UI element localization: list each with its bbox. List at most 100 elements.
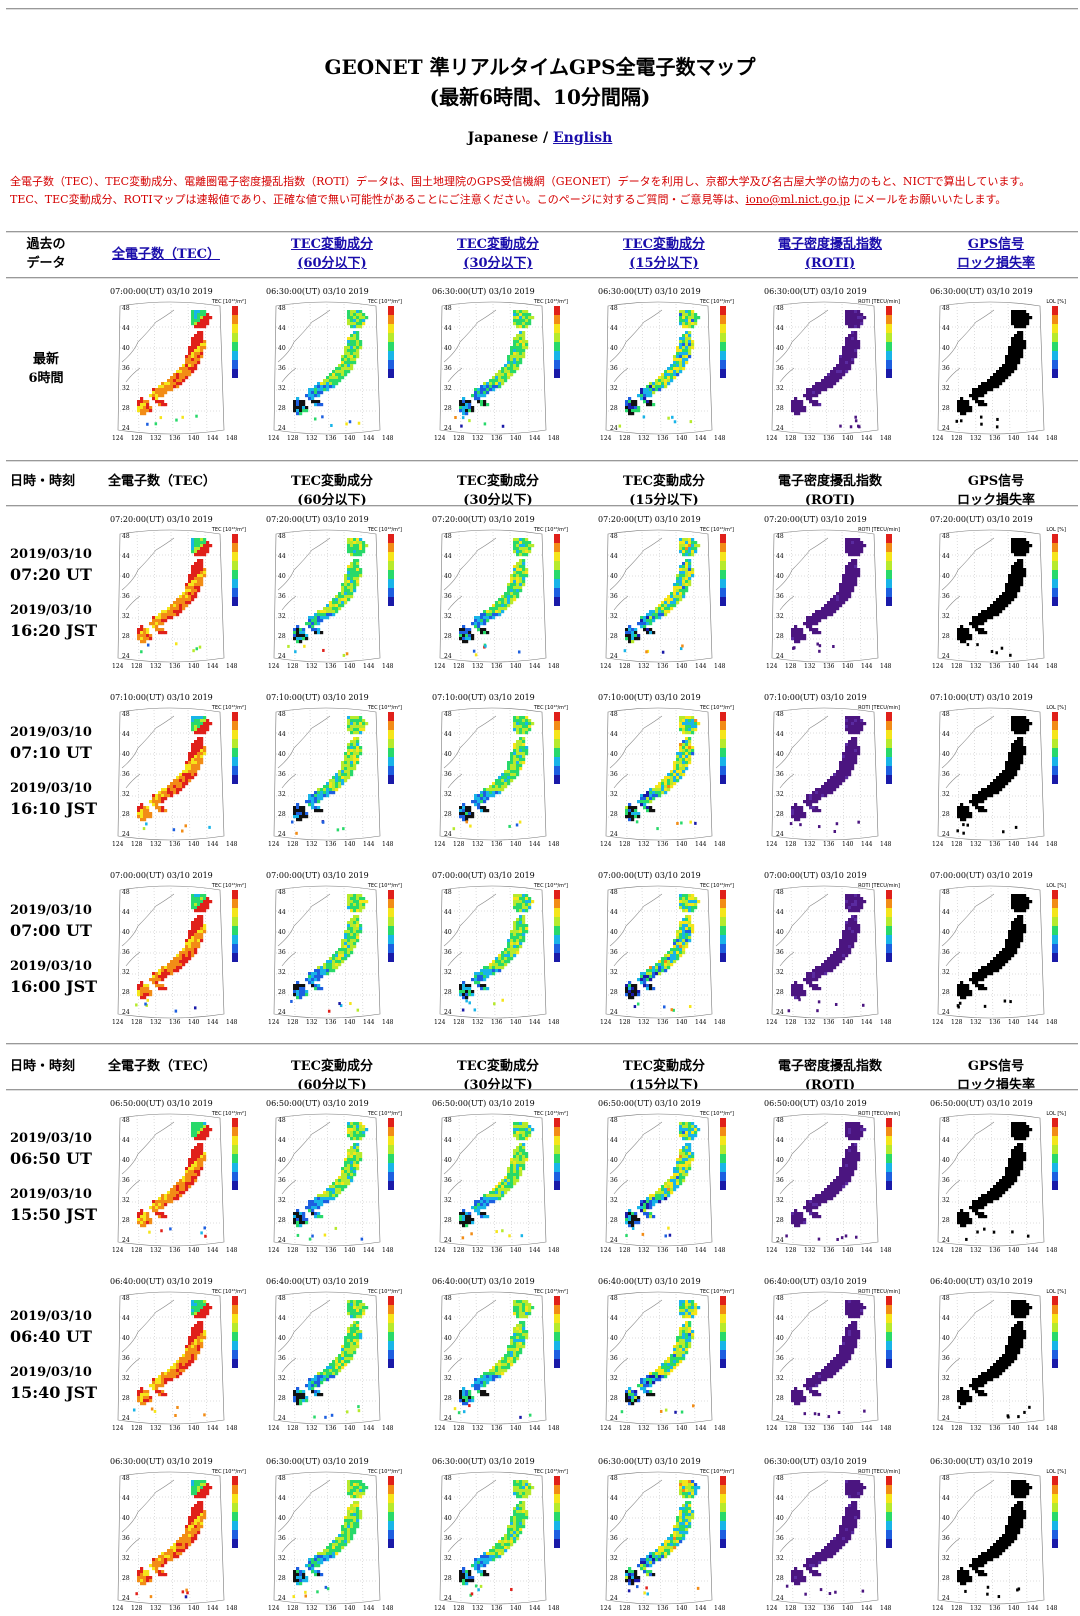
- lon-tick-label: 148: [880, 435, 892, 442]
- past-tec60-link[interactable]: TEC変動成分(60分以下): [291, 237, 373, 271]
- lat-tick-label: 36: [776, 1177, 784, 1184]
- lon-tick-label: 124: [112, 841, 124, 848]
- lat-tick-label: 44: [278, 1137, 286, 1144]
- lon-tick-label: 124: [600, 841, 612, 848]
- lon-tick-label: 140: [188, 663, 200, 670]
- colorbar: [886, 534, 892, 606]
- lat-tick-label: 32: [942, 791, 950, 798]
- map-timestamp: 07:00:00(UT) 03/10 2019: [432, 871, 535, 880]
- past-tec-link[interactable]: 全電子数（TEC）: [112, 247, 220, 262]
- lon-tick-label: 124: [434, 1247, 446, 1254]
- lat-tick-label: 40: [278, 929, 286, 936]
- map-timestamp: 07:00:00(UT) 03/10 2019: [110, 871, 213, 880]
- past-tec15-link[interactable]: TEC変動成分(15分以下): [623, 237, 705, 271]
- lon-tick-label: 136: [325, 841, 337, 848]
- past-lol-link[interactable]: GPS信号ロック損失率: [957, 237, 1035, 271]
- past-tec30-link[interactable]: TEC変動成分(30分以下): [457, 237, 539, 271]
- colorbar: [388, 534, 394, 606]
- map-unit-label: ROTI [TECU/min]: [858, 527, 900, 533]
- lat-tick-label: 44: [444, 1495, 452, 1502]
- jst-date: 2019/03/10: [10, 958, 97, 976]
- map-timestamp: 07:10:00(UT) 03/10 2019: [110, 693, 213, 702]
- lon-tick-label: 140: [188, 1247, 200, 1254]
- lat-tick-label: 44: [444, 1137, 452, 1144]
- lat-tick-label: 32: [776, 969, 784, 976]
- map-timestamp: 06:50:00(UT) 03/10 2019: [930, 1099, 1033, 1108]
- lon-tick-label: 132: [472, 435, 484, 442]
- lat-tick-label: 44: [610, 325, 618, 332]
- lat-tick-label: 44: [444, 553, 452, 560]
- map-timestamp: 06:30:00(UT) 03/10 2019: [598, 1457, 701, 1466]
- lat-tick-label: 24: [444, 653, 452, 660]
- lat-tick-label: 44: [122, 1137, 130, 1144]
- lat-tick-label: 24: [610, 425, 618, 432]
- past-roti-link[interactable]: 電子密度擾乱指数(ROTI): [778, 237, 882, 271]
- lat-tick-label: 28: [942, 1217, 950, 1224]
- lat-tick-label: 40: [776, 573, 784, 580]
- lat-tick-label: 40: [776, 1515, 784, 1522]
- map-unit-label: LOL [%]: [1046, 299, 1066, 305]
- lat-tick-label: 32: [278, 1375, 286, 1382]
- lat-tick-label: 32: [610, 969, 618, 976]
- lon-tick-label: 132: [804, 435, 816, 442]
- lon-tick-label: 128: [951, 1247, 963, 1254]
- english-link[interactable]: English: [553, 130, 612, 146]
- lon-tick-label: 124: [932, 1605, 944, 1612]
- lat-tick-label: 44: [610, 909, 618, 916]
- lat-tick-label: 36: [122, 1535, 130, 1542]
- lat-tick-label: 44: [610, 731, 618, 738]
- map-timestamp: 07:20:00(UT) 03/10 2019: [266, 515, 369, 524]
- email-link[interactable]: iono@ml.nict.go.jp: [746, 193, 850, 206]
- lon-tick-label: 132: [970, 435, 982, 442]
